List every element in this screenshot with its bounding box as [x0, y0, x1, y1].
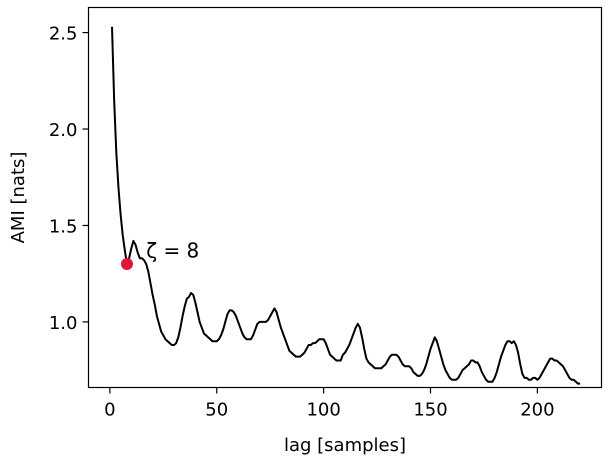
y-axis-ticks: 1.0 1.5 2.0 2.5	[49, 24, 89, 334]
x-tick-label: 100	[306, 400, 340, 421]
x-axis-ticks: 0 50 100 150 200	[104, 387, 555, 421]
x-tick-label: 150	[413, 400, 447, 421]
y-axis-label: AMI [nats]	[8, 152, 29, 244]
x-tick-label: 50	[205, 400, 228, 421]
y-tick-label: 2.0	[49, 120, 78, 141]
x-axis-label: lag [samples]	[284, 435, 406, 456]
x-tick-label: 200	[520, 400, 554, 421]
y-tick-label: 2.5	[49, 24, 78, 45]
y-tick-label: 1.0	[49, 313, 78, 334]
x-tick-label: 0	[104, 400, 115, 421]
y-tick-label: 1.5	[49, 216, 78, 237]
ami-series-line	[111, 26, 581, 385]
plot-frame	[87, 6, 603, 389]
zeta-annotation: ζ = 8	[146, 239, 199, 263]
zeta-marker-point	[120, 258, 133, 271]
